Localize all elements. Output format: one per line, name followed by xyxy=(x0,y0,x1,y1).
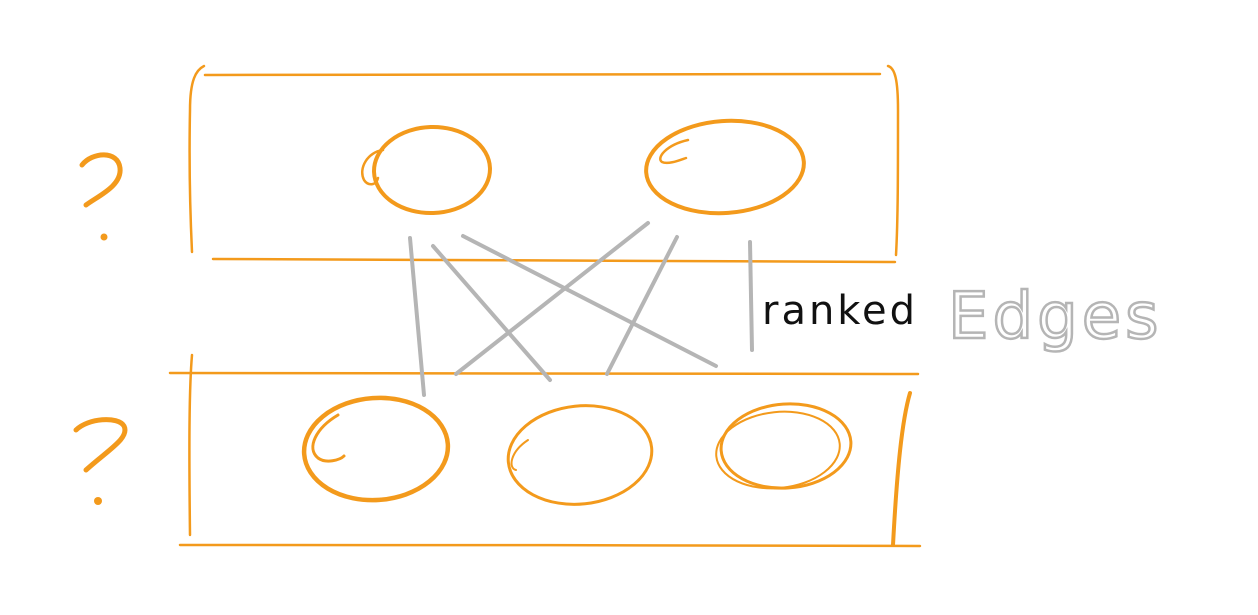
edges xyxy=(408,221,754,397)
bottom-rank xyxy=(168,353,922,548)
top-rank-bottom-edge xyxy=(211,257,897,264)
top-rank-right-edge xyxy=(886,64,900,257)
top-rank-top-edge xyxy=(203,72,882,77)
top-rank-left-edge xyxy=(188,64,206,254)
top-node-2 xyxy=(644,118,806,216)
top-node-1 xyxy=(361,124,492,216)
edge-line xyxy=(748,240,754,352)
bottom-node-3 xyxy=(715,402,853,490)
edge-line xyxy=(408,236,426,397)
edge-label-word: Edges xyxy=(948,280,1162,354)
question-dot-icon xyxy=(100,233,108,241)
bottom-node-1 xyxy=(301,395,451,503)
bottom-node-2 xyxy=(506,404,654,506)
edge-line xyxy=(431,244,552,382)
question-mark-icon xyxy=(79,152,123,208)
top-rank xyxy=(188,64,900,264)
edge-line xyxy=(461,234,718,368)
bottom-rank-left-edge xyxy=(188,353,194,537)
edge-label: ranked Edges xyxy=(762,279,1162,356)
question-dot-icon xyxy=(94,497,102,505)
edge-line xyxy=(605,235,679,376)
bottom-rank-top-edge xyxy=(168,371,920,376)
top-rank-question: ? xyxy=(79,152,123,241)
bottom-rank-bottom-edge xyxy=(178,543,922,548)
bottom-rank-right-edge xyxy=(891,391,912,547)
edge-line xyxy=(454,221,650,376)
question-mark-icon xyxy=(73,417,128,473)
bottom-rank-question: ? xyxy=(73,417,128,505)
edge-label-prefix: ranked xyxy=(762,288,918,334)
